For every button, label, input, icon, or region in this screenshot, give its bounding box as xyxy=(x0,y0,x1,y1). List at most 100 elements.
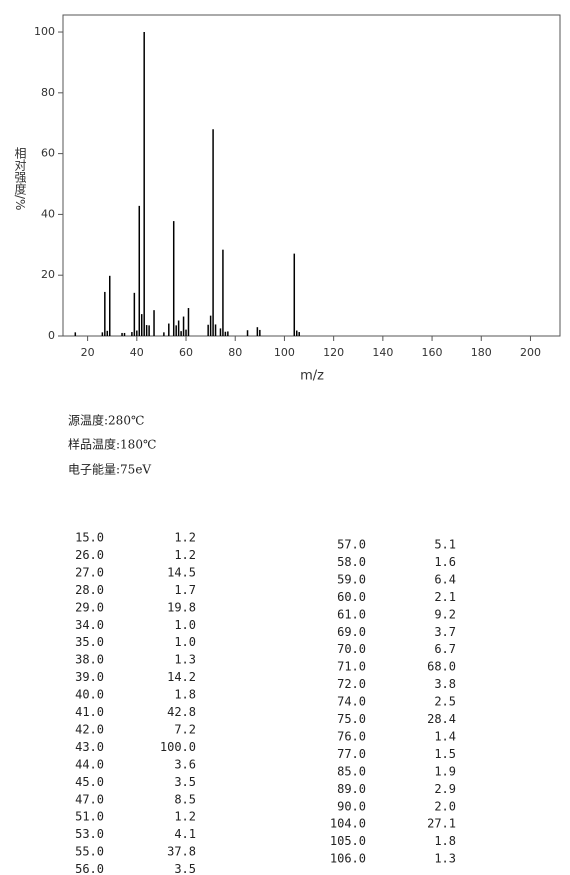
mz-cell: 90.0 xyxy=(337,799,366,813)
mz-cell: 71.0 xyxy=(337,660,366,674)
y-tick-label: 60 xyxy=(41,147,55,160)
x-tick-label: 80 xyxy=(228,346,242,359)
intensity-cell: 28.4 xyxy=(427,712,456,726)
mz-cell: 34.0 xyxy=(75,618,104,632)
intensity-cell: 2.9 xyxy=(434,782,456,796)
mz-cell: 35.0 xyxy=(75,635,104,649)
mz-cell: 40.0 xyxy=(75,688,104,702)
intensity-cell: 1.4 xyxy=(434,729,456,743)
plot-frame xyxy=(62,14,561,337)
mz-cell: 28.0 xyxy=(75,583,104,597)
mz-cell: 105.0 xyxy=(330,834,366,848)
intensity-cell: 3.7 xyxy=(434,625,456,639)
x-tick-label: 160 xyxy=(422,346,443,359)
intensity-cell: 1.9 xyxy=(434,764,456,778)
intensity-cell: 14.2 xyxy=(167,670,196,684)
intensity-cell: 68.0 xyxy=(427,660,456,674)
mz-cell: 15.0 xyxy=(75,531,104,545)
mz-cell: 106.0 xyxy=(330,852,366,866)
x-tick-label: 40 xyxy=(130,346,144,359)
intensity-cell: 1.6 xyxy=(434,555,456,569)
intensity-cell: 27.1 xyxy=(427,817,456,831)
y-tick-label: 20 xyxy=(41,268,55,281)
mz-cell: 41.0 xyxy=(75,705,104,719)
intensity-cell: 42.8 xyxy=(167,705,196,719)
mz-cell: 45.0 xyxy=(75,775,104,789)
mz-cell: 56.0 xyxy=(75,862,104,875)
mz-cell: 38.0 xyxy=(75,653,104,667)
mz-cell: 59.0 xyxy=(337,572,366,586)
mz-cell: 60.0 xyxy=(337,590,366,604)
mz-cell: 51.0 xyxy=(75,810,104,824)
intensity-cell: 8.5 xyxy=(174,792,196,806)
x-tick-label: 60 xyxy=(179,346,193,359)
intensity-cell: 1.7 xyxy=(174,583,196,597)
intensity-cell: 6.4 xyxy=(434,572,456,586)
y-tick-label: 40 xyxy=(41,207,55,220)
y-tick-label: 0 xyxy=(48,329,55,342)
mz-cell: 70.0 xyxy=(337,642,366,656)
note: 源温度:280℃ xyxy=(68,413,144,428)
x-tick-label: 140 xyxy=(372,346,393,359)
mz-cell: 44.0 xyxy=(75,757,104,771)
y-tick-label: 100 xyxy=(34,25,55,38)
mz-cell: 55.0 xyxy=(75,845,104,859)
mz-cell: 75.0 xyxy=(337,712,366,726)
intensity-cell: 2.5 xyxy=(434,695,456,709)
intensity-cell: 1.8 xyxy=(434,834,456,848)
mz-cell: 27.0 xyxy=(75,565,104,579)
x-axis-label: m/z xyxy=(300,369,324,384)
intensity-cell: 9.2 xyxy=(434,607,456,621)
mz-cell: 77.0 xyxy=(337,747,366,761)
mz-cell: 61.0 xyxy=(337,607,366,621)
note: 样品温度:180℃ xyxy=(68,437,156,452)
intensity-cell: 1.3 xyxy=(174,653,196,667)
intensity-cell: 14.5 xyxy=(167,565,196,579)
intensity-cell: 1.8 xyxy=(174,688,196,702)
intensity-cell: 37.8 xyxy=(167,845,196,859)
mz-cell: 47.0 xyxy=(75,792,104,806)
intensity-cell: 6.7 xyxy=(434,642,456,656)
intensity-cell: 1.0 xyxy=(174,635,196,649)
intensity-cell: 3.5 xyxy=(174,775,196,789)
x-tick-label: 180 xyxy=(471,346,492,359)
intensity-cell: 5.1 xyxy=(434,538,456,552)
mz-cell: 29.0 xyxy=(75,600,104,614)
mz-cell: 58.0 xyxy=(337,555,366,569)
mz-cell: 43.0 xyxy=(75,740,104,754)
mz-cell: 74.0 xyxy=(337,695,366,709)
intensity-cell: 2.1 xyxy=(434,590,456,604)
mz-cell: 104.0 xyxy=(330,817,366,831)
intensity-cell: 1.2 xyxy=(174,531,196,545)
mz-cell: 26.0 xyxy=(75,548,104,562)
mz-cell: 76.0 xyxy=(337,729,366,743)
note: 电子能量:75eV xyxy=(68,463,151,477)
intensity-cell: 2.0 xyxy=(434,799,456,813)
intensity-cell: 100.0 xyxy=(160,740,196,754)
mz-cell: 57.0 xyxy=(337,538,366,552)
x-tick-label: 120 xyxy=(323,346,344,359)
mz-cell: 72.0 xyxy=(337,677,366,691)
y-tick-label: 80 xyxy=(41,86,55,99)
intensity-cell: 19.8 xyxy=(167,600,196,614)
y-axis-label: 相对强度/% xyxy=(13,147,27,211)
mz-cell: 42.0 xyxy=(75,722,104,736)
mz-cell: 53.0 xyxy=(75,827,104,841)
intensity-cell: 3.5 xyxy=(174,862,196,875)
intensity-cell: 3.6 xyxy=(174,757,196,771)
intensity-cell: 1.3 xyxy=(434,852,456,866)
intensity-cell: 1.2 xyxy=(174,810,196,824)
mz-cell: 89.0 xyxy=(337,782,366,796)
mz-cell: 69.0 xyxy=(337,625,366,639)
mz-cell: 85.0 xyxy=(337,764,366,778)
intensity-cell: 1.2 xyxy=(174,548,196,562)
intensity-cell: 4.1 xyxy=(174,827,196,841)
intensity-cell: 3.8 xyxy=(434,677,456,691)
x-tick-label: 20 xyxy=(81,346,95,359)
x-tick-label: 200 xyxy=(520,346,541,359)
intensity-cell: 7.2 xyxy=(174,722,196,736)
x-tick-label: 100 xyxy=(274,346,295,359)
mz-cell: 39.0 xyxy=(75,670,104,684)
